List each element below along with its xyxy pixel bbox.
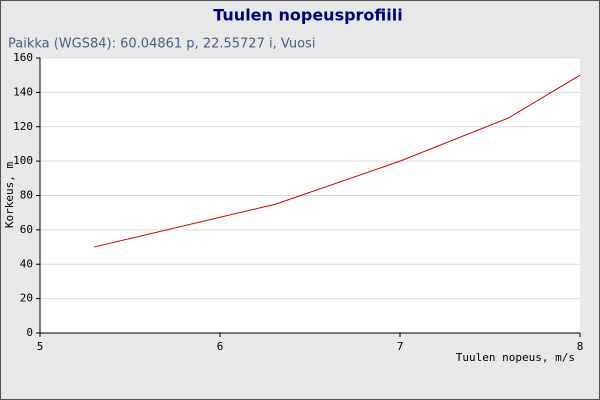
y-tick-label: 100 bbox=[13, 154, 33, 167]
y-tick-label: 60 bbox=[20, 223, 33, 236]
x-tick-label: 7 bbox=[397, 340, 404, 353]
x-tick-label: 8 bbox=[577, 340, 584, 353]
y-tick-label: 120 bbox=[13, 120, 33, 133]
x-axis-label: Tuulen nopeus, m/s bbox=[456, 351, 575, 364]
chart-title: Tuulen nopeusprofiili bbox=[213, 6, 402, 25]
data-line bbox=[93, 74, 581, 248]
y-tick-label: 140 bbox=[13, 85, 33, 98]
y-tick-label: 0 bbox=[26, 326, 33, 339]
x-tick-label: 5 bbox=[37, 340, 44, 353]
y-tick-label: 160 bbox=[13, 51, 33, 64]
x-tick-label: 6 bbox=[217, 340, 224, 353]
y-tick-label: 40 bbox=[20, 257, 33, 270]
y-axis-label: Korkeus, m bbox=[3, 162, 16, 229]
y-tick-label: 80 bbox=[20, 189, 33, 202]
y-tick-label: 20 bbox=[20, 292, 33, 305]
chart-subtitle: Paikka (WGS84): 60.04861 p, 22.55727 i, … bbox=[8, 37, 315, 52]
